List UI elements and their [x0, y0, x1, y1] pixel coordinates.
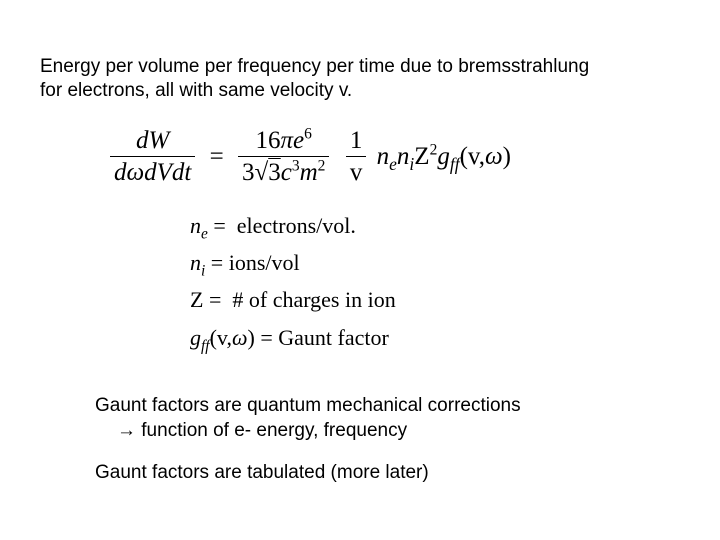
rhs1-den-3: 3 [242, 159, 255, 186]
def-eq-4: = [260, 325, 272, 350]
rhs1-den-rad: 3 [268, 159, 281, 186]
def-z-text: # of charges in ion [232, 287, 395, 312]
def-gff: gff(v,ω) = Gaunt factor [190, 319, 680, 356]
def-g-args-omega: ω [232, 325, 248, 350]
intro-line-1: Energy per volume per frequency per time… [40, 56, 589, 77]
def-ne-text: electrons/vol. [237, 213, 356, 238]
rhs1-den-m-sup: 2 [318, 158, 326, 175]
tail-ni: n [397, 143, 410, 170]
def-eq-3: = [209, 287, 221, 312]
def-ni: ni = ions/vol [190, 244, 680, 281]
def-g-sym: g [190, 325, 201, 350]
tail-args-close: ) [503, 143, 511, 170]
note-line-1: Gaunt factors are quantum mechanical cor… [95, 394, 680, 419]
def-g-text: Gaunt factor [278, 325, 389, 350]
notes-block: Gaunt factors are quantum mechanical cor… [95, 394, 680, 486]
rhs1-num-16: 16 [256, 127, 281, 154]
intro-line-2: for electrons, all with same velocity v. [40, 80, 352, 101]
def-ni-sub: i [201, 262, 205, 279]
def-g-sub: ff [201, 337, 210, 354]
rhs1-den-c-sup: 3 [292, 158, 300, 175]
note-line-3: Gaunt factors are tabulated (more later) [95, 461, 680, 486]
lhs-den-omega: ω [127, 159, 145, 186]
tail-ne: n [377, 143, 390, 170]
def-z: Z = # of charges in ion [190, 281, 680, 318]
tail-args-omega: ω [485, 143, 503, 170]
def-eq-2: = [211, 250, 223, 275]
rhs-fraction-2: 1 v [346, 127, 367, 187]
def-ne: ne = electrons/vol. [190, 207, 680, 244]
tail-args-open: (v, [460, 143, 485, 170]
rhs1-den-sqrt: √ [254, 159, 268, 186]
rhs1-num-pie: πe [281, 127, 305, 154]
tail-ne-sub: e [389, 154, 397, 174]
rhs1-den-c: c [281, 159, 292, 186]
lhs-den-dvdt: dVdt [144, 159, 191, 186]
slide-page: Energy per volume per frequency per time… [0, 0, 720, 540]
equals-sign: = [202, 143, 232, 171]
def-z-sym: Z [190, 287, 203, 312]
tail-z: Z [414, 143, 429, 170]
rhs2-den: v [346, 157, 367, 187]
definitions-block: ne = electrons/vol. ni = ions/vol Z = # … [190, 207, 680, 357]
rhs-fraction-1: 16πe6 3√3c3m2 [238, 127, 329, 187]
lhs-den-d1: d [114, 159, 127, 186]
tail-g-sub: ff [450, 154, 460, 174]
rhs1-num-sup: 6 [304, 125, 312, 142]
def-g-args-open: (v, [210, 325, 232, 350]
lhs-num: dW [136, 127, 169, 154]
note-line-2: → function of e- energy, frequency [117, 419, 680, 444]
def-ni-text: ions/vol [229, 250, 300, 275]
rhs2-num: 1 [346, 127, 367, 158]
intro-text: Energy per volume per frequency per time… [40, 55, 680, 103]
main-equation: dW dωdVdt = 16πe6 3√3c3m2 1 v neniZ2gff(… [110, 127, 680, 187]
equation-tail: neniZ2gff(v,ω) [373, 143, 511, 171]
def-g-args-close: ) [248, 325, 255, 350]
rhs1-den-m: m [300, 159, 318, 186]
tail-g: g [437, 143, 450, 170]
lhs-fraction: dW dωdVdt [110, 127, 195, 187]
def-ni-sym: n [190, 250, 201, 275]
def-ne-sym: n [190, 213, 201, 238]
equation-row: dW dωdVdt = 16πe6 3√3c3m2 1 v neniZ2gff(… [110, 127, 680, 187]
def-ne-sub: e [201, 225, 208, 242]
note-arrow-icon: → [117, 420, 136, 441]
note-line-2-text: function of e- energy, frequency [136, 420, 407, 441]
def-eq-1: = [213, 213, 225, 238]
